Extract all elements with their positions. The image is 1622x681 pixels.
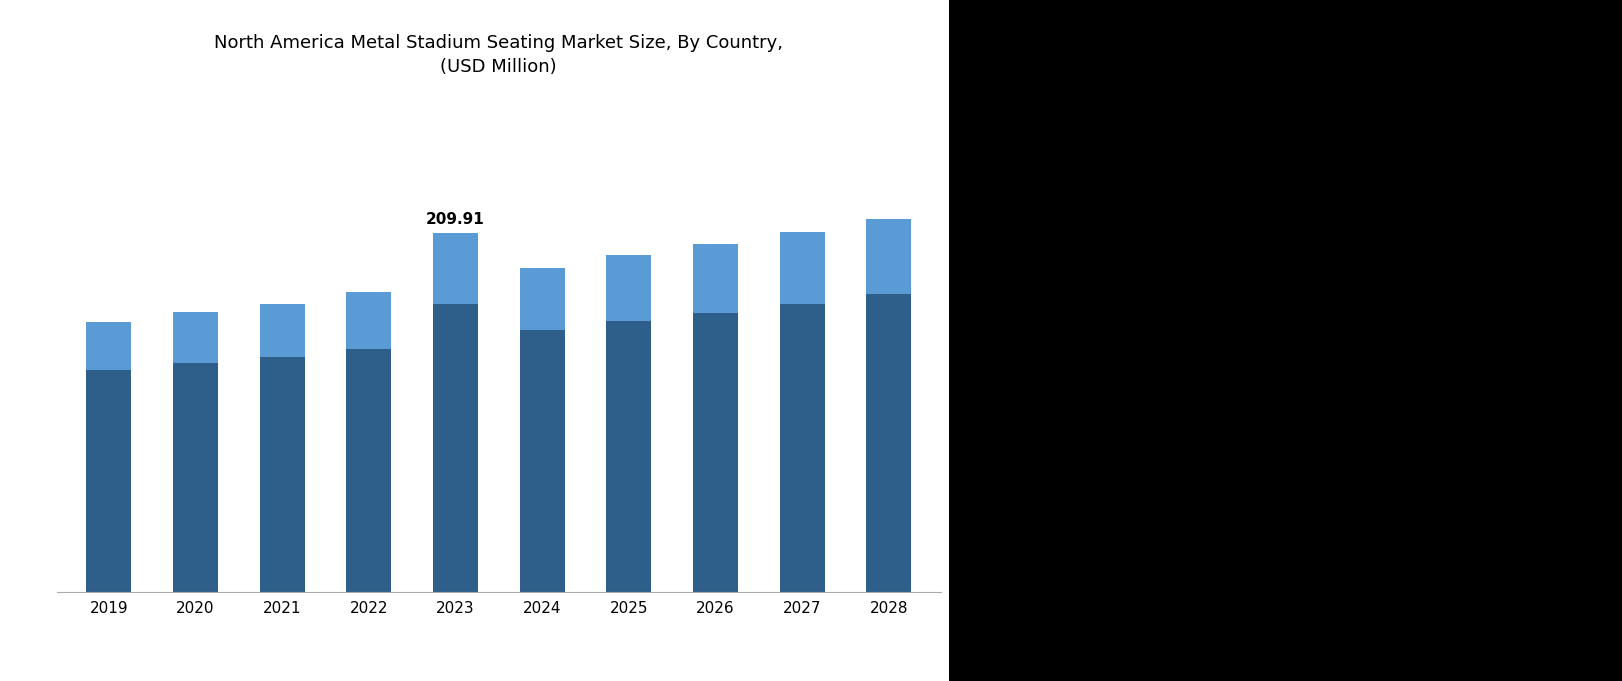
Bar bbox=[260, 304, 305, 357]
Bar bbox=[433, 233, 478, 304]
Bar bbox=[86, 370, 131, 592]
Bar bbox=[519, 268, 564, 330]
Bar bbox=[519, 330, 564, 592]
Bar bbox=[780, 232, 824, 304]
Text: 209.91: 209.91 bbox=[427, 212, 485, 227]
Bar bbox=[866, 219, 912, 294]
Bar bbox=[174, 312, 217, 363]
Bar bbox=[260, 357, 305, 592]
Bar bbox=[693, 313, 738, 592]
Text: North America Metal Stadium Seating Market Size, By Country,
(USD Million): North America Metal Stadium Seating Mark… bbox=[214, 34, 783, 76]
Bar bbox=[345, 292, 391, 349]
Bar bbox=[607, 255, 652, 321]
Bar bbox=[607, 321, 652, 592]
Bar bbox=[345, 349, 391, 592]
Bar bbox=[780, 304, 824, 592]
Bar bbox=[693, 244, 738, 313]
Bar bbox=[86, 321, 131, 370]
Bar bbox=[866, 294, 912, 592]
Bar bbox=[174, 363, 217, 592]
Bar bbox=[433, 304, 478, 592]
